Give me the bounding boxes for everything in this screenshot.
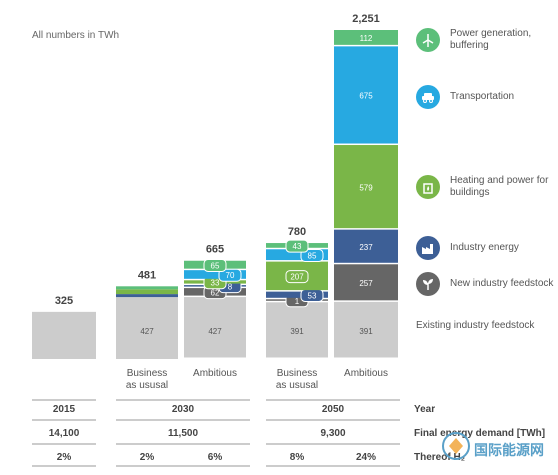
legend-item-existing-feedstock: Existing industry feedstock [416, 320, 556, 332]
category-label: Ambitious [193, 368, 237, 379]
category-label: Business [277, 368, 318, 379]
segment-value-label: 237 [359, 243, 373, 252]
legend-label: Industry energy [450, 242, 519, 253]
bar-segment [116, 286, 178, 290]
segment-value-label: 391 [359, 327, 373, 336]
segment-label-badge [218, 268, 242, 282]
legend-item-heating-power: Heating and power for buildings [416, 175, 558, 199]
segment-value-label: 257 [359, 279, 373, 288]
bar-segment [184, 297, 246, 358]
bar-segment [334, 46, 398, 144]
units-note: All numbers in TWh [32, 30, 120, 41]
bar-segment [334, 264, 398, 301]
segment-value-label: 53 [308, 291, 317, 300]
legend-item-industry-energy: Industry energy [416, 236, 558, 260]
segment-value-label: 62 [211, 289, 220, 298]
table-row-year: 2015 2030 2050 Year [0, 402, 558, 416]
segment-value-label: 85 [308, 251, 317, 260]
segment-value-label: 1 [295, 297, 300, 306]
bar-total-label: 325 [55, 295, 73, 307]
bar-segment [116, 297, 178, 359]
legend-item-power-generation: Power generation, buffering [416, 28, 558, 52]
car-icon [416, 85, 440, 109]
segment-value-label: 65 [211, 261, 220, 270]
legend-item-new-feedstock: New industry feedstock [416, 272, 558, 296]
bar-total-label: 2,251 [352, 13, 380, 25]
legend-label: New industry feedstock [450, 278, 554, 289]
wind-turbine-icon [416, 28, 440, 52]
bar-total-label: 780 [288, 226, 306, 238]
table-cell: 2015 [52, 404, 76, 415]
table-row-label: Thereof H₂ [414, 452, 466, 463]
bar-segment [32, 311, 96, 359]
segment-value-label: 427 [208, 327, 222, 336]
table-row-demand: 14,100 11,500 9,300 Final energy demand … [0, 426, 558, 440]
table-cell: 2030 [171, 404, 195, 415]
bar-segment [266, 249, 328, 261]
segment-label-badge [285, 239, 309, 253]
building-flame-icon [416, 175, 440, 199]
segment-value-label: 391 [290, 327, 304, 336]
legend-item-transportation: Transportation [416, 85, 558, 109]
category-label: Business [127, 368, 168, 379]
segment-value-label: 427 [140, 327, 154, 336]
segment-value-label: 70 [226, 271, 235, 280]
bar-total-label: 481 [138, 269, 156, 281]
table-cell: 24% [355, 452, 376, 463]
watermark-text: 国际能源网 [474, 442, 544, 458]
bar-segment [334, 229, 398, 263]
table-row-label: Year [414, 404, 436, 415]
segment-value-label: 579 [359, 183, 373, 192]
segment-value-label: 43 [293, 242, 302, 251]
bar-segment [334, 301, 398, 358]
table-cell: 9,300 [320, 428, 346, 439]
table-cell: 14,100 [48, 428, 80, 439]
segment-value-label: 675 [359, 92, 373, 101]
bar-segment [184, 270, 246, 279]
table-row-thereof: 2% 2% 6% 8% 24% Thereof H₂ [0, 450, 558, 464]
bar-total-label: 665 [206, 244, 224, 256]
legend-label: Heating and power for buildings [450, 175, 549, 198]
segment-label-badge [285, 270, 309, 284]
segment-value-label: 207 [290, 273, 304, 282]
segment-value-label: 112 [360, 34, 373, 43]
table-cell: 2% [139, 452, 155, 463]
watermark-logo [442, 432, 470, 460]
segment-label-badge [300, 248, 324, 262]
table-cell: 8% [289, 452, 305, 463]
bar-segment [116, 294, 178, 298]
bar-segment [266, 302, 328, 358]
table-cell: 6% [207, 452, 223, 463]
bar-segment [116, 289, 178, 295]
plant-icon [416, 272, 440, 296]
table-row-label: Final energy demand [TWh] [414, 428, 546, 439]
category-label: as ususal [126, 380, 168, 391]
legend-label: Existing industry feedstock [416, 320, 535, 331]
factory-icon [416, 236, 440, 260]
table-cell: 11,500 [167, 428, 199, 439]
table-cell: 2050 [321, 404, 345, 415]
legend-label: Power generation, buffering [450, 28, 532, 51]
bar-segment [334, 145, 398, 229]
category-label: Ambitious [344, 368, 388, 379]
category-label: as ususal [276, 380, 318, 391]
segment-label-badge [203, 258, 227, 272]
legend-label: Transportation [450, 91, 515, 102]
table-cell: 2% [56, 452, 72, 463]
bar-segment [334, 30, 398, 45]
bar-segment [266, 291, 328, 298]
segment-value-label: 8 [228, 283, 233, 292]
segment-value-label: 33 [211, 279, 220, 288]
